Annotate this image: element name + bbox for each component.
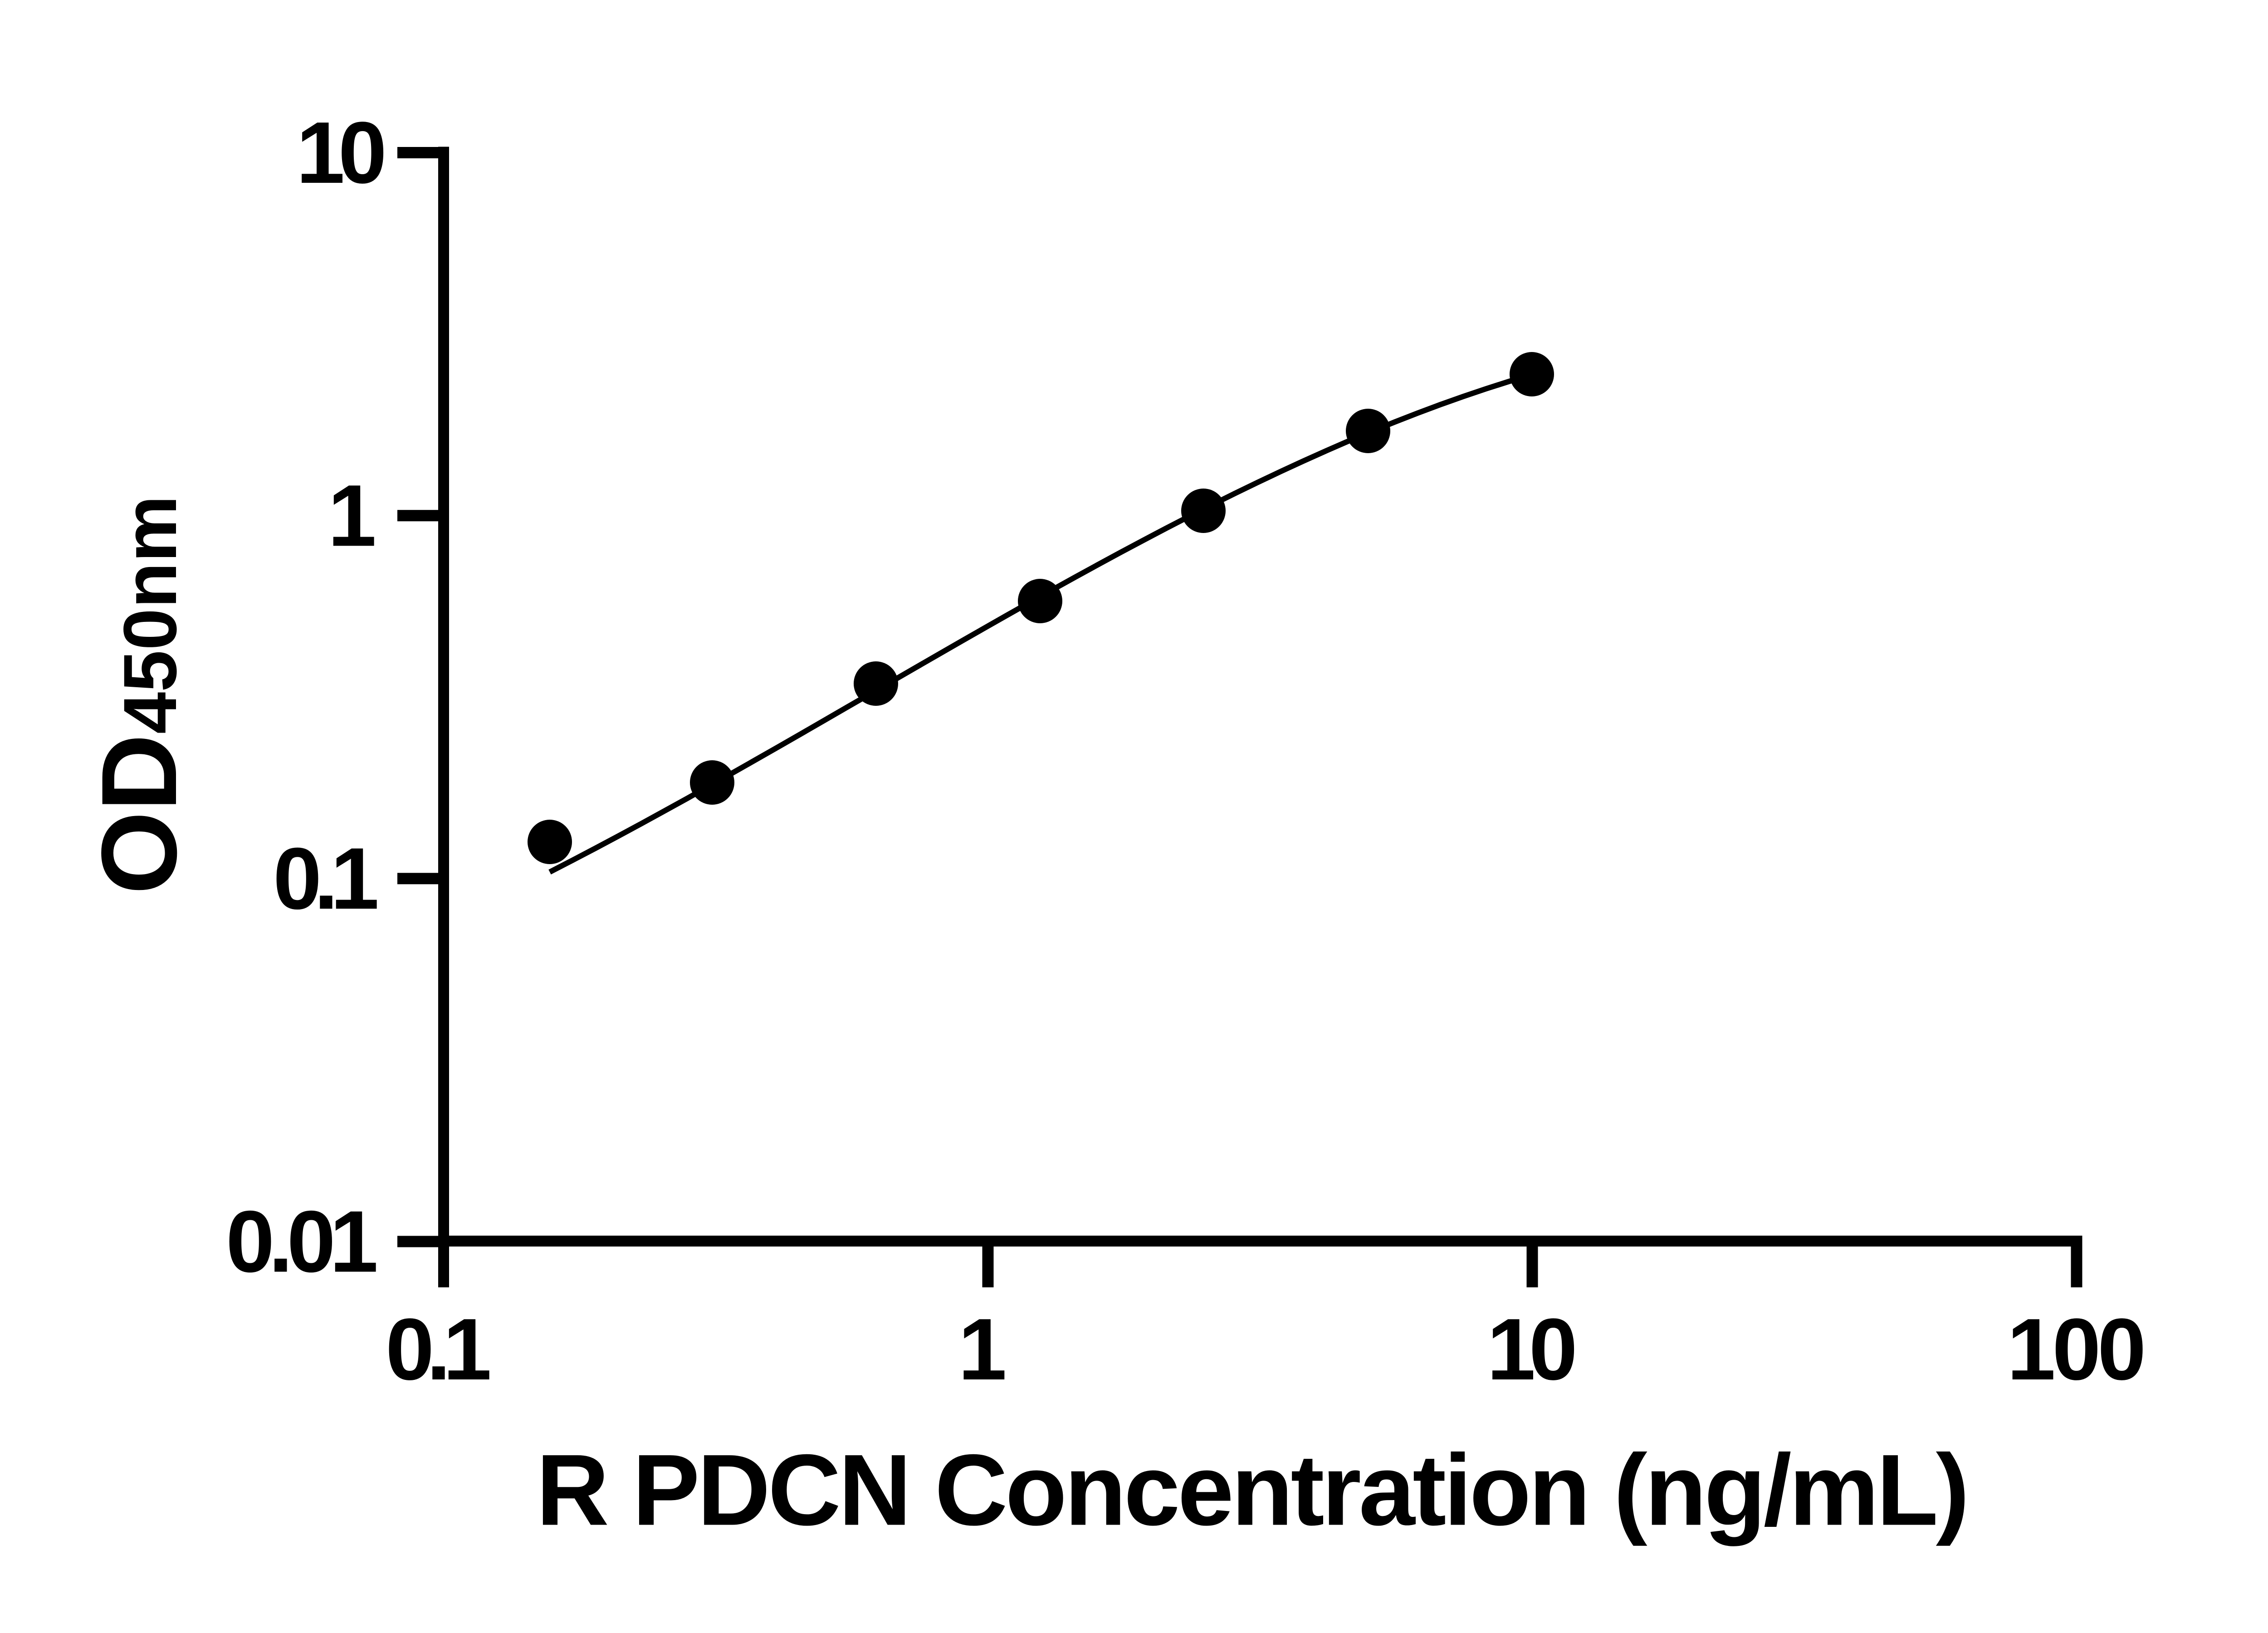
svg-text:0.1: 0.1 bbox=[386, 1300, 492, 1398]
svg-text:R PDCN Concentration (ng/mL): R PDCN Concentration (ng/mL) bbox=[536, 1434, 1970, 1547]
svg-text:1: 1 bbox=[958, 1300, 1007, 1398]
svg-text:0.1: 0.1 bbox=[273, 829, 379, 927]
svg-text:1: 1 bbox=[328, 466, 376, 564]
svg-text:10: 10 bbox=[296, 103, 387, 201]
svg-text:100: 100 bbox=[2007, 1300, 2146, 1398]
svg-text:0.01: 0.01 bbox=[226, 1193, 378, 1291]
svg-text:10: 10 bbox=[1487, 1300, 1578, 1398]
